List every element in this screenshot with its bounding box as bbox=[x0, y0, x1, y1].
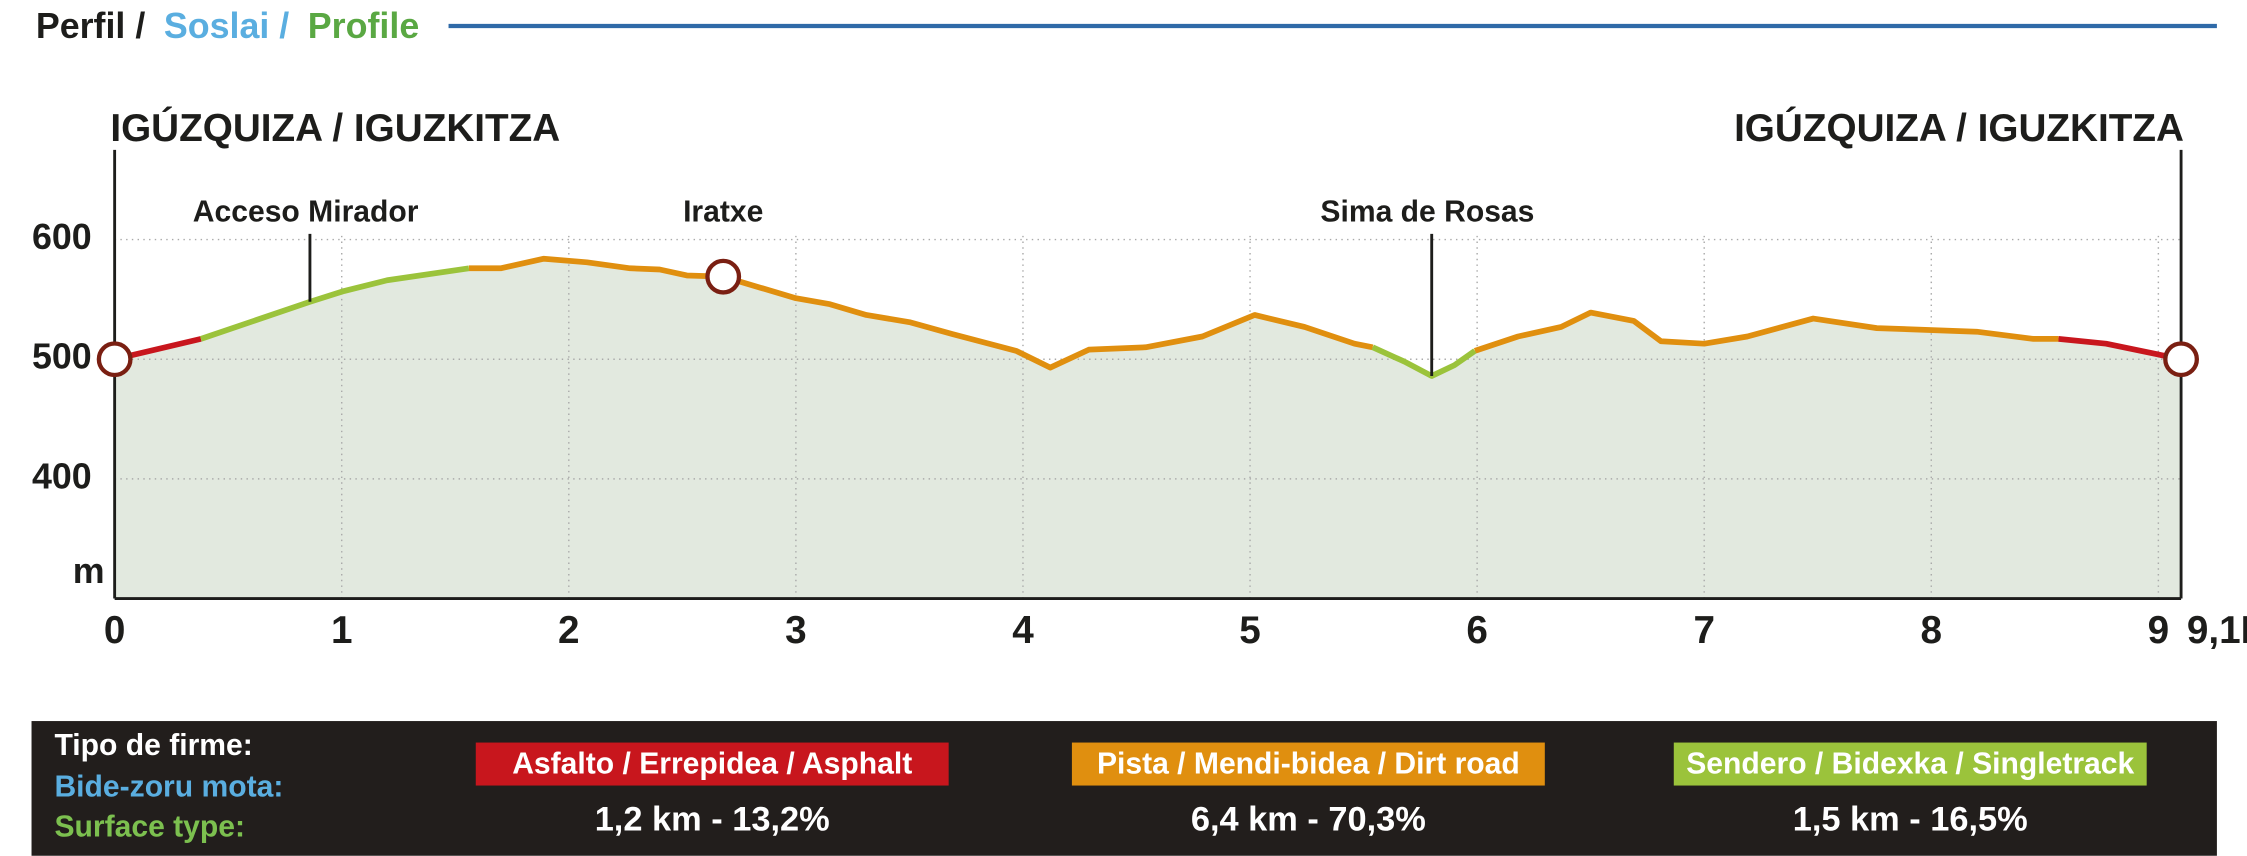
annotation-label: Sima de Rosas bbox=[1320, 196, 1534, 229]
annotation-label: Iratxe bbox=[683, 196, 763, 229]
legend-swatch bbox=[1071, 742, 1545, 786]
end-label: IGÚZQUIZA / IGUZKITZA bbox=[1734, 106, 2184, 150]
legend-swatch bbox=[1673, 742, 2147, 786]
x-tick-label: 7 bbox=[1693, 609, 1715, 652]
y-tick-label: 600 bbox=[32, 217, 92, 257]
surface-line bbox=[468, 255, 2059, 371]
legend-heading: Surface type: bbox=[54, 810, 245, 843]
x-tick-label: 9 bbox=[2148, 609, 2170, 652]
x-tick-label: 8 bbox=[1921, 609, 1943, 652]
legend-summary: 6,4 km - 70,3% bbox=[1191, 800, 1426, 838]
y-tick-label: 400 bbox=[32, 456, 92, 496]
title-part: Soslai / bbox=[164, 6, 289, 46]
legend-heading: Tipo de firme: bbox=[54, 729, 252, 762]
y-axis-label: m bbox=[73, 551, 105, 591]
annotation-label: Acceso Mirador bbox=[193, 196, 419, 229]
x-tick-label: 9,1Km bbox=[2187, 609, 2247, 652]
start-label: IGÚZQUIZA / IGUZKITZA bbox=[110, 106, 560, 150]
header-title: Perfil / Soslai / Profile bbox=[36, 6, 419, 46]
title-part: Perfil / bbox=[36, 6, 146, 46]
title-part: Profile bbox=[308, 6, 419, 46]
legend-summary: 1,2 km - 13,2% bbox=[595, 800, 830, 838]
legend-label: Sendero / Bidexka / Singletrack bbox=[1686, 747, 2134, 780]
x-tick-label: 5 bbox=[1239, 609, 1261, 652]
x-tick-label: 2 bbox=[558, 609, 580, 652]
y-tick-label: 500 bbox=[32, 337, 92, 377]
legend-label: Pista / Mendi-bidea / Dirt road bbox=[1097, 747, 1520, 780]
legend-summary: 1,5 km - 16,5% bbox=[1793, 800, 2028, 838]
annotation-marker bbox=[705, 258, 742, 295]
end-marker bbox=[2163, 341, 2199, 378]
x-tick-label: 3 bbox=[785, 609, 807, 652]
legend-swatch bbox=[475, 742, 949, 786]
start-marker bbox=[96, 341, 133, 378]
x-tick-label: 4 bbox=[1012, 609, 1034, 652]
legend-heading: Bide-zoru mota: bbox=[54, 770, 283, 803]
legend-label: Asfalto / Errepidea / Asphalt bbox=[512, 747, 912, 780]
x-tick-label: 6 bbox=[1466, 609, 1488, 652]
x-tick-label: 0 bbox=[104, 609, 126, 652]
x-tick-label: 1 bbox=[331, 609, 353, 652]
